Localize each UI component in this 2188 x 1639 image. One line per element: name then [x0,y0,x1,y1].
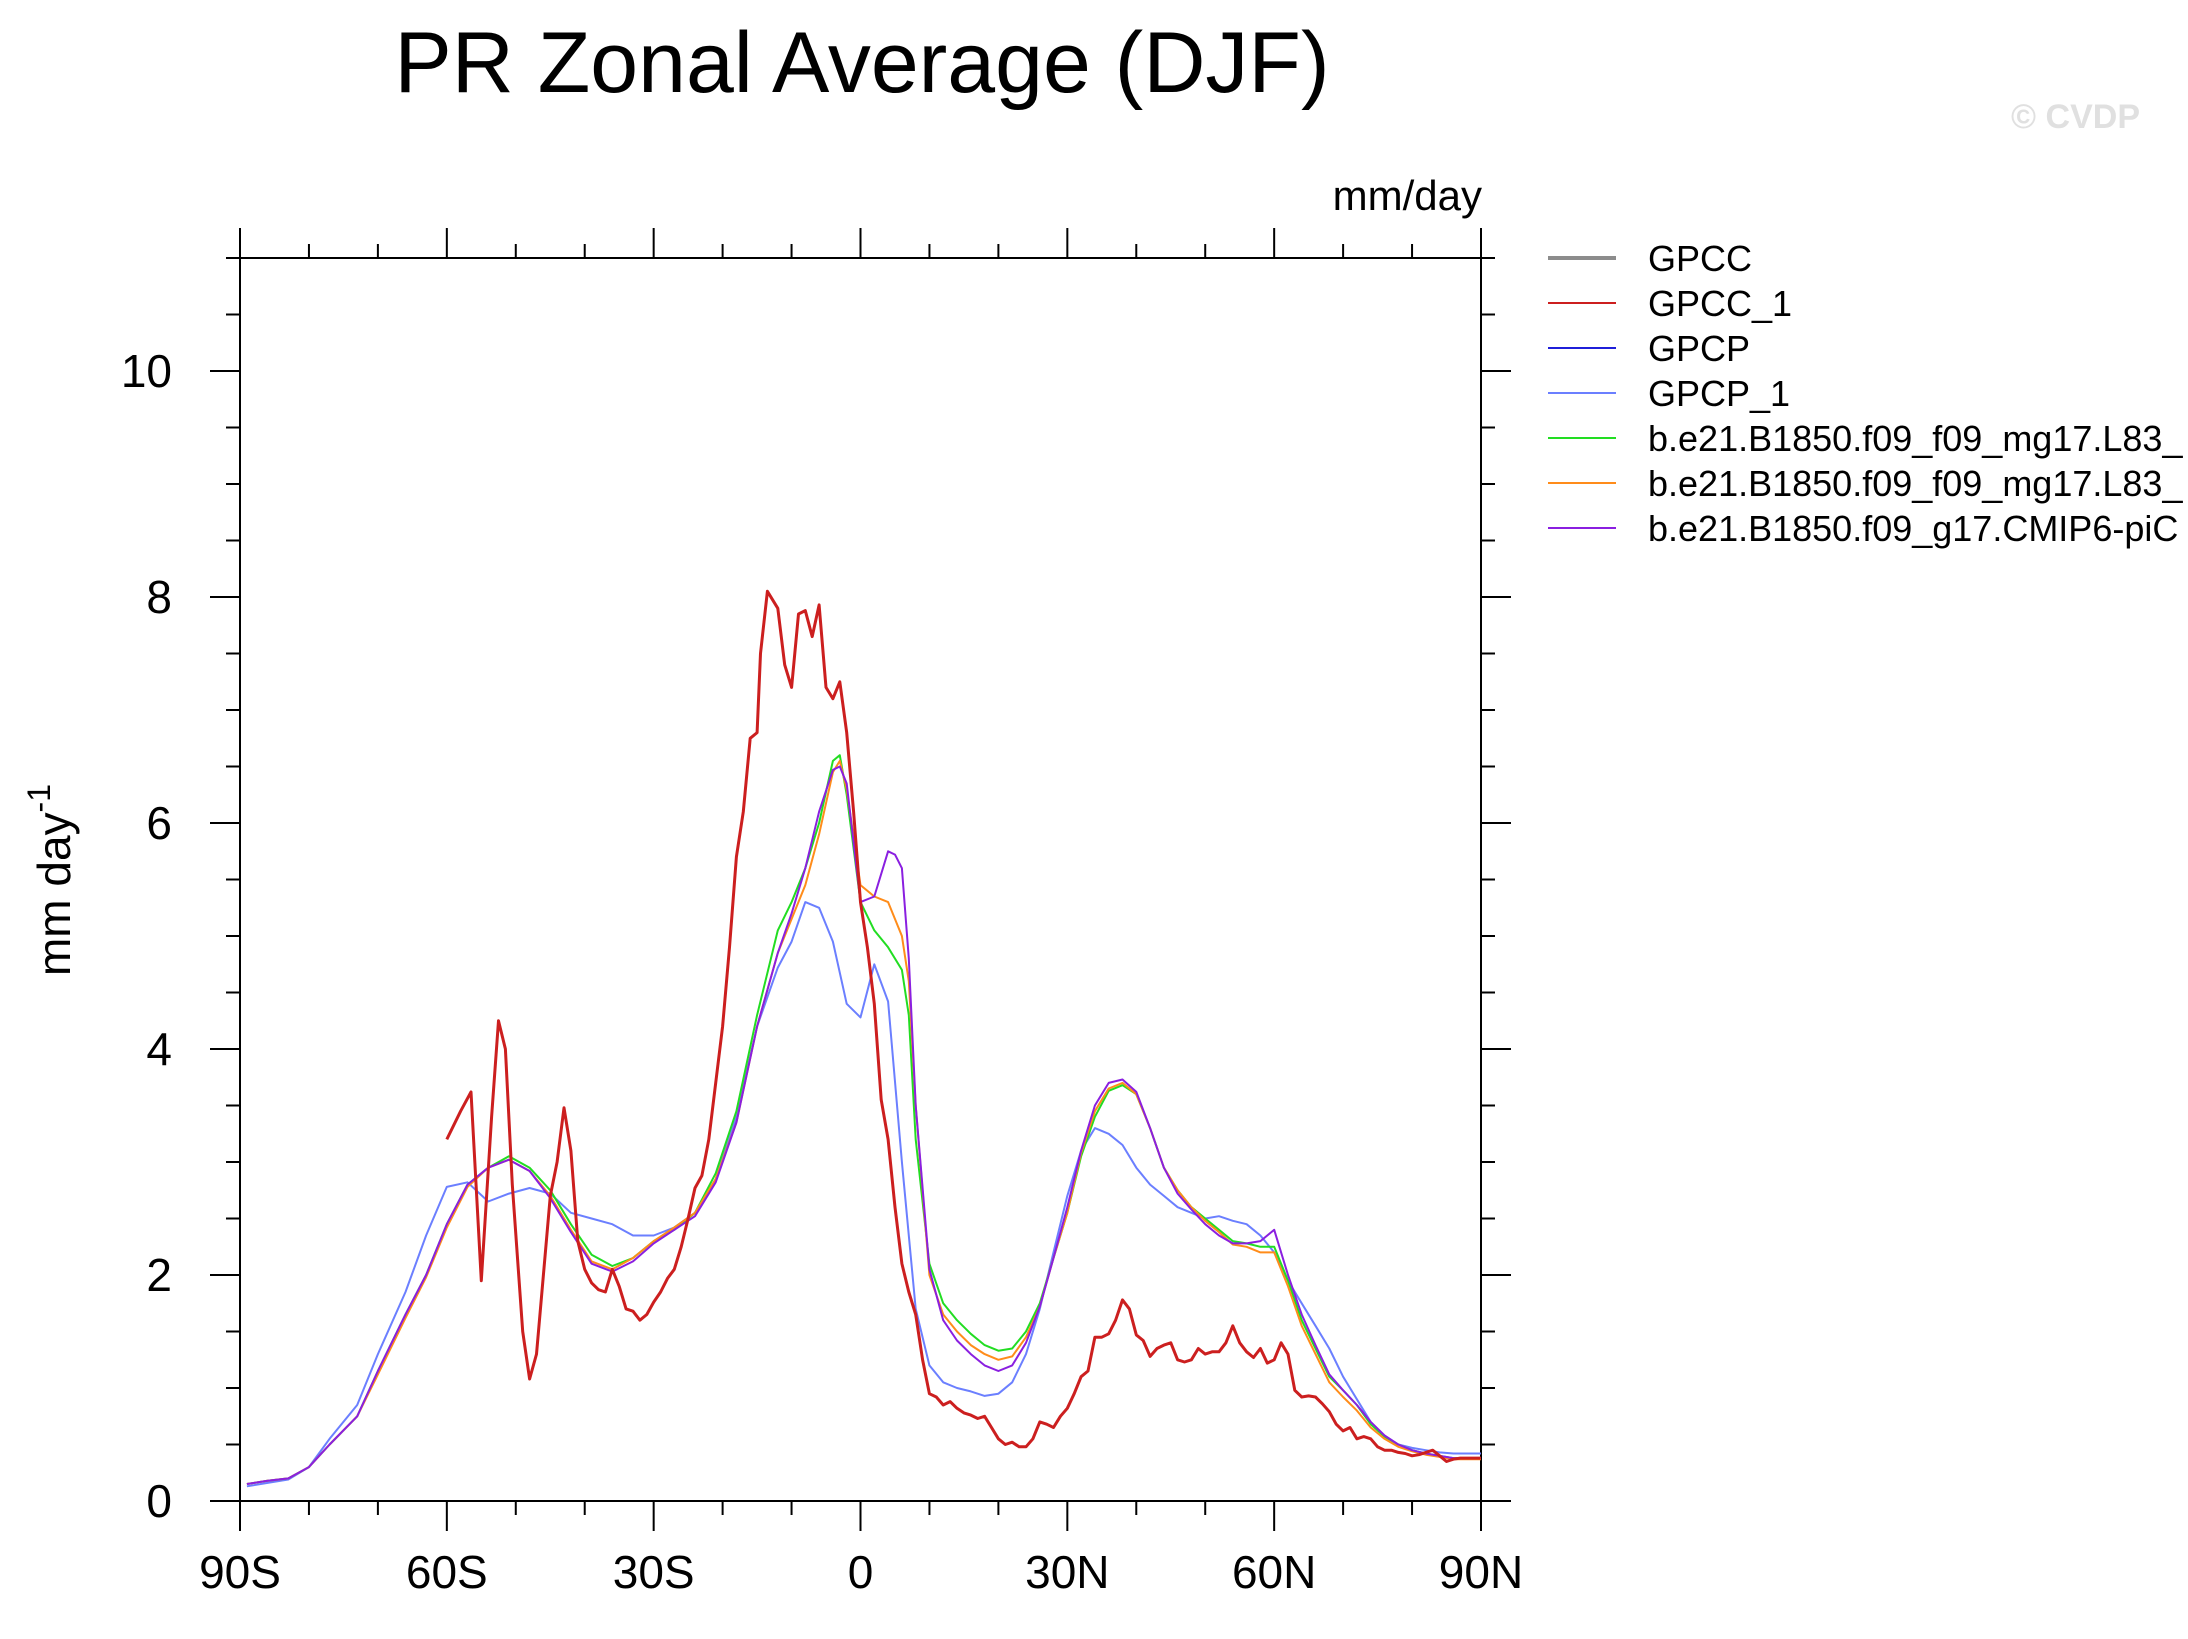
legend-label: GPCP_1 [1648,373,1790,414]
plot-axes: 90S 60S 30S 0 30N 60N 90N 0 2 4 6 8 10 [121,228,1523,1598]
x-tick-label: 60S [406,1546,488,1598]
x-tick-label: 60N [1232,1546,1316,1598]
y-tick-label: 2 [146,1249,172,1301]
series-line-b-e21-b1850-f09-f09-mg17-l83-cam7-005 [246,754,1481,1485]
series-line-gpcp-1 [246,901,1481,1488]
legend: GPCCGPCC_1GPCPGPCP_1b.e21.B1850.f09_f09_… [1548,238,2183,549]
y-axis-label-exponent: -1 [21,784,57,812]
series-line-gpcc-1 [445,589,1481,1463]
legend-label: GPCC_1 [1648,283,1792,324]
legend-label: b.e21.B1850.f09_f09_mg17.L83_ [1648,463,2183,504]
x-tick-label: 90S [199,1546,281,1598]
y-tick-label: 8 [146,571,172,623]
chart-title: PR Zonal Average (DJF) [394,15,1329,111]
x-tick-label: 90N [1439,1546,1523,1598]
y-axis-label-text: mm day [28,812,80,976]
y-axis-label: mm day-1 [21,784,80,976]
x-tick-label: 0 [848,1546,874,1598]
x-tick-label: 30S [613,1546,695,1598]
units-label: mm/day [1333,172,1482,219]
watermark: © CVDP [2011,98,2140,136]
x-tick-label: 30N [1025,1546,1109,1598]
legend-label: GPCP [1648,328,1750,369]
y-tick-label: 6 [146,797,172,849]
series-line-b-e21-b1850-f09-f09-mg17-l83-cam7-006 [246,759,1481,1485]
y-tick-label: 4 [146,1023,172,1075]
series-line-b-e21-b1850-f09-g17-cmip6-picontrol-001 [246,765,1481,1485]
legend-label: b.e21.B1850.f09_f09_mg17.L83_ [1648,418,2183,459]
legend-label: b.e21.B1850.f09_g17.CMIP6-piC [1648,508,2178,549]
y-tick-label: 10 [121,345,172,397]
plot-series [246,589,1481,1488]
y-tick-label: 0 [146,1475,172,1527]
legend-label: GPCC [1648,238,1752,279]
